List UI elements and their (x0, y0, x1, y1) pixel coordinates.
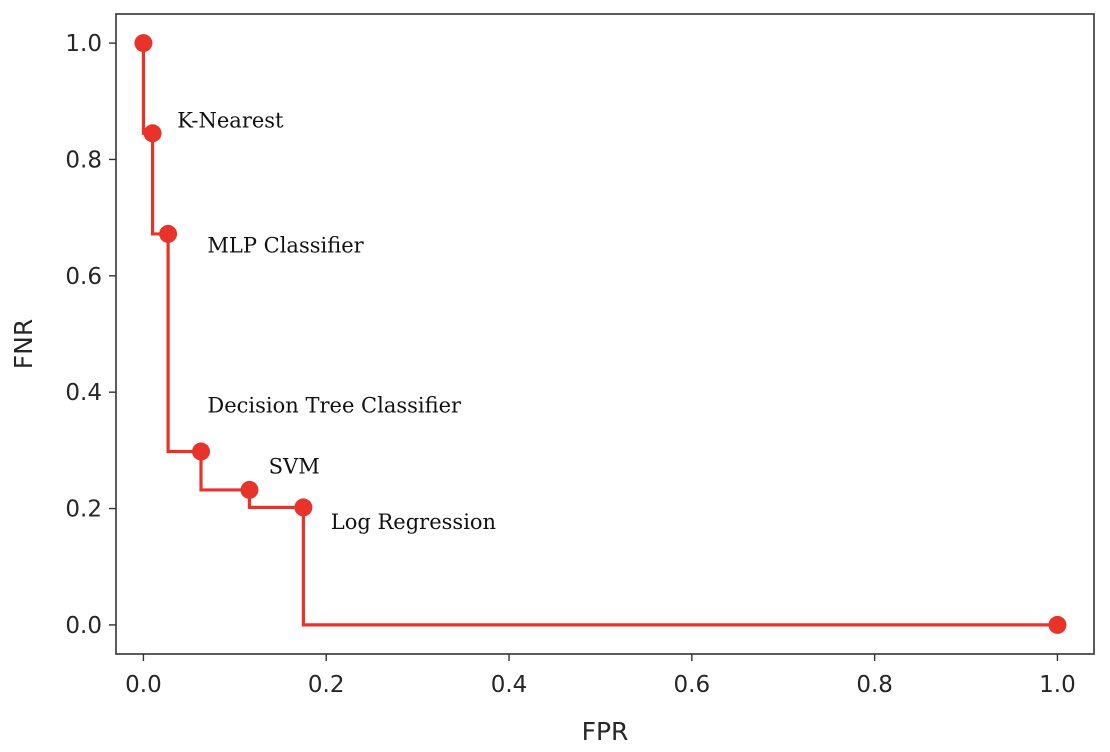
data-point (192, 442, 211, 461)
x-tick-label: 0.0 (125, 672, 162, 698)
y-tick-label: 1.0 (65, 31, 102, 57)
data-point (294, 498, 313, 517)
y-tick-label: 0.6 (65, 264, 102, 290)
point-annotation: Decision Tree Classifier (207, 394, 462, 418)
x-axis: 0.0 0.2 0.4 0.6 0.8 1.0 (125, 654, 1076, 698)
data-layer: K-Nearest MLP Classifier Decision Tree Cla… (134, 34, 1067, 634)
point-annotation: Log Regression (331, 510, 496, 534)
y-tick-label: 0.8 (65, 147, 102, 173)
data-point (143, 124, 162, 143)
point-annotation: SVM (269, 455, 320, 479)
x-tick-label: 0.2 (308, 672, 345, 698)
x-tick-label: 1.0 (1039, 672, 1076, 698)
y-tick-label: 0.2 (65, 497, 102, 523)
x-tick-label: 0.6 (674, 672, 711, 698)
x-tick-label: 0.4 (491, 672, 528, 698)
data-point (134, 34, 153, 53)
data-point (159, 224, 178, 243)
plot-frame (115, 13, 1095, 655)
data-point (1048, 615, 1067, 634)
y-axis-label: FNR (9, 319, 38, 369)
x-axis-label: FPR (582, 717, 629, 746)
point-annotation: MLP Classifier (207, 234, 364, 258)
y-tick-label: 0.0 (65, 613, 102, 639)
point-annotation: K-Nearest (177, 108, 284, 132)
y-axis: 0.0 0.2 0.4 0.6 0.8 1.0 (65, 31, 116, 639)
y-tick-label: 0.4 (65, 380, 102, 406)
data-point (240, 480, 259, 499)
x-tick-label: 0.8 (856, 672, 893, 698)
